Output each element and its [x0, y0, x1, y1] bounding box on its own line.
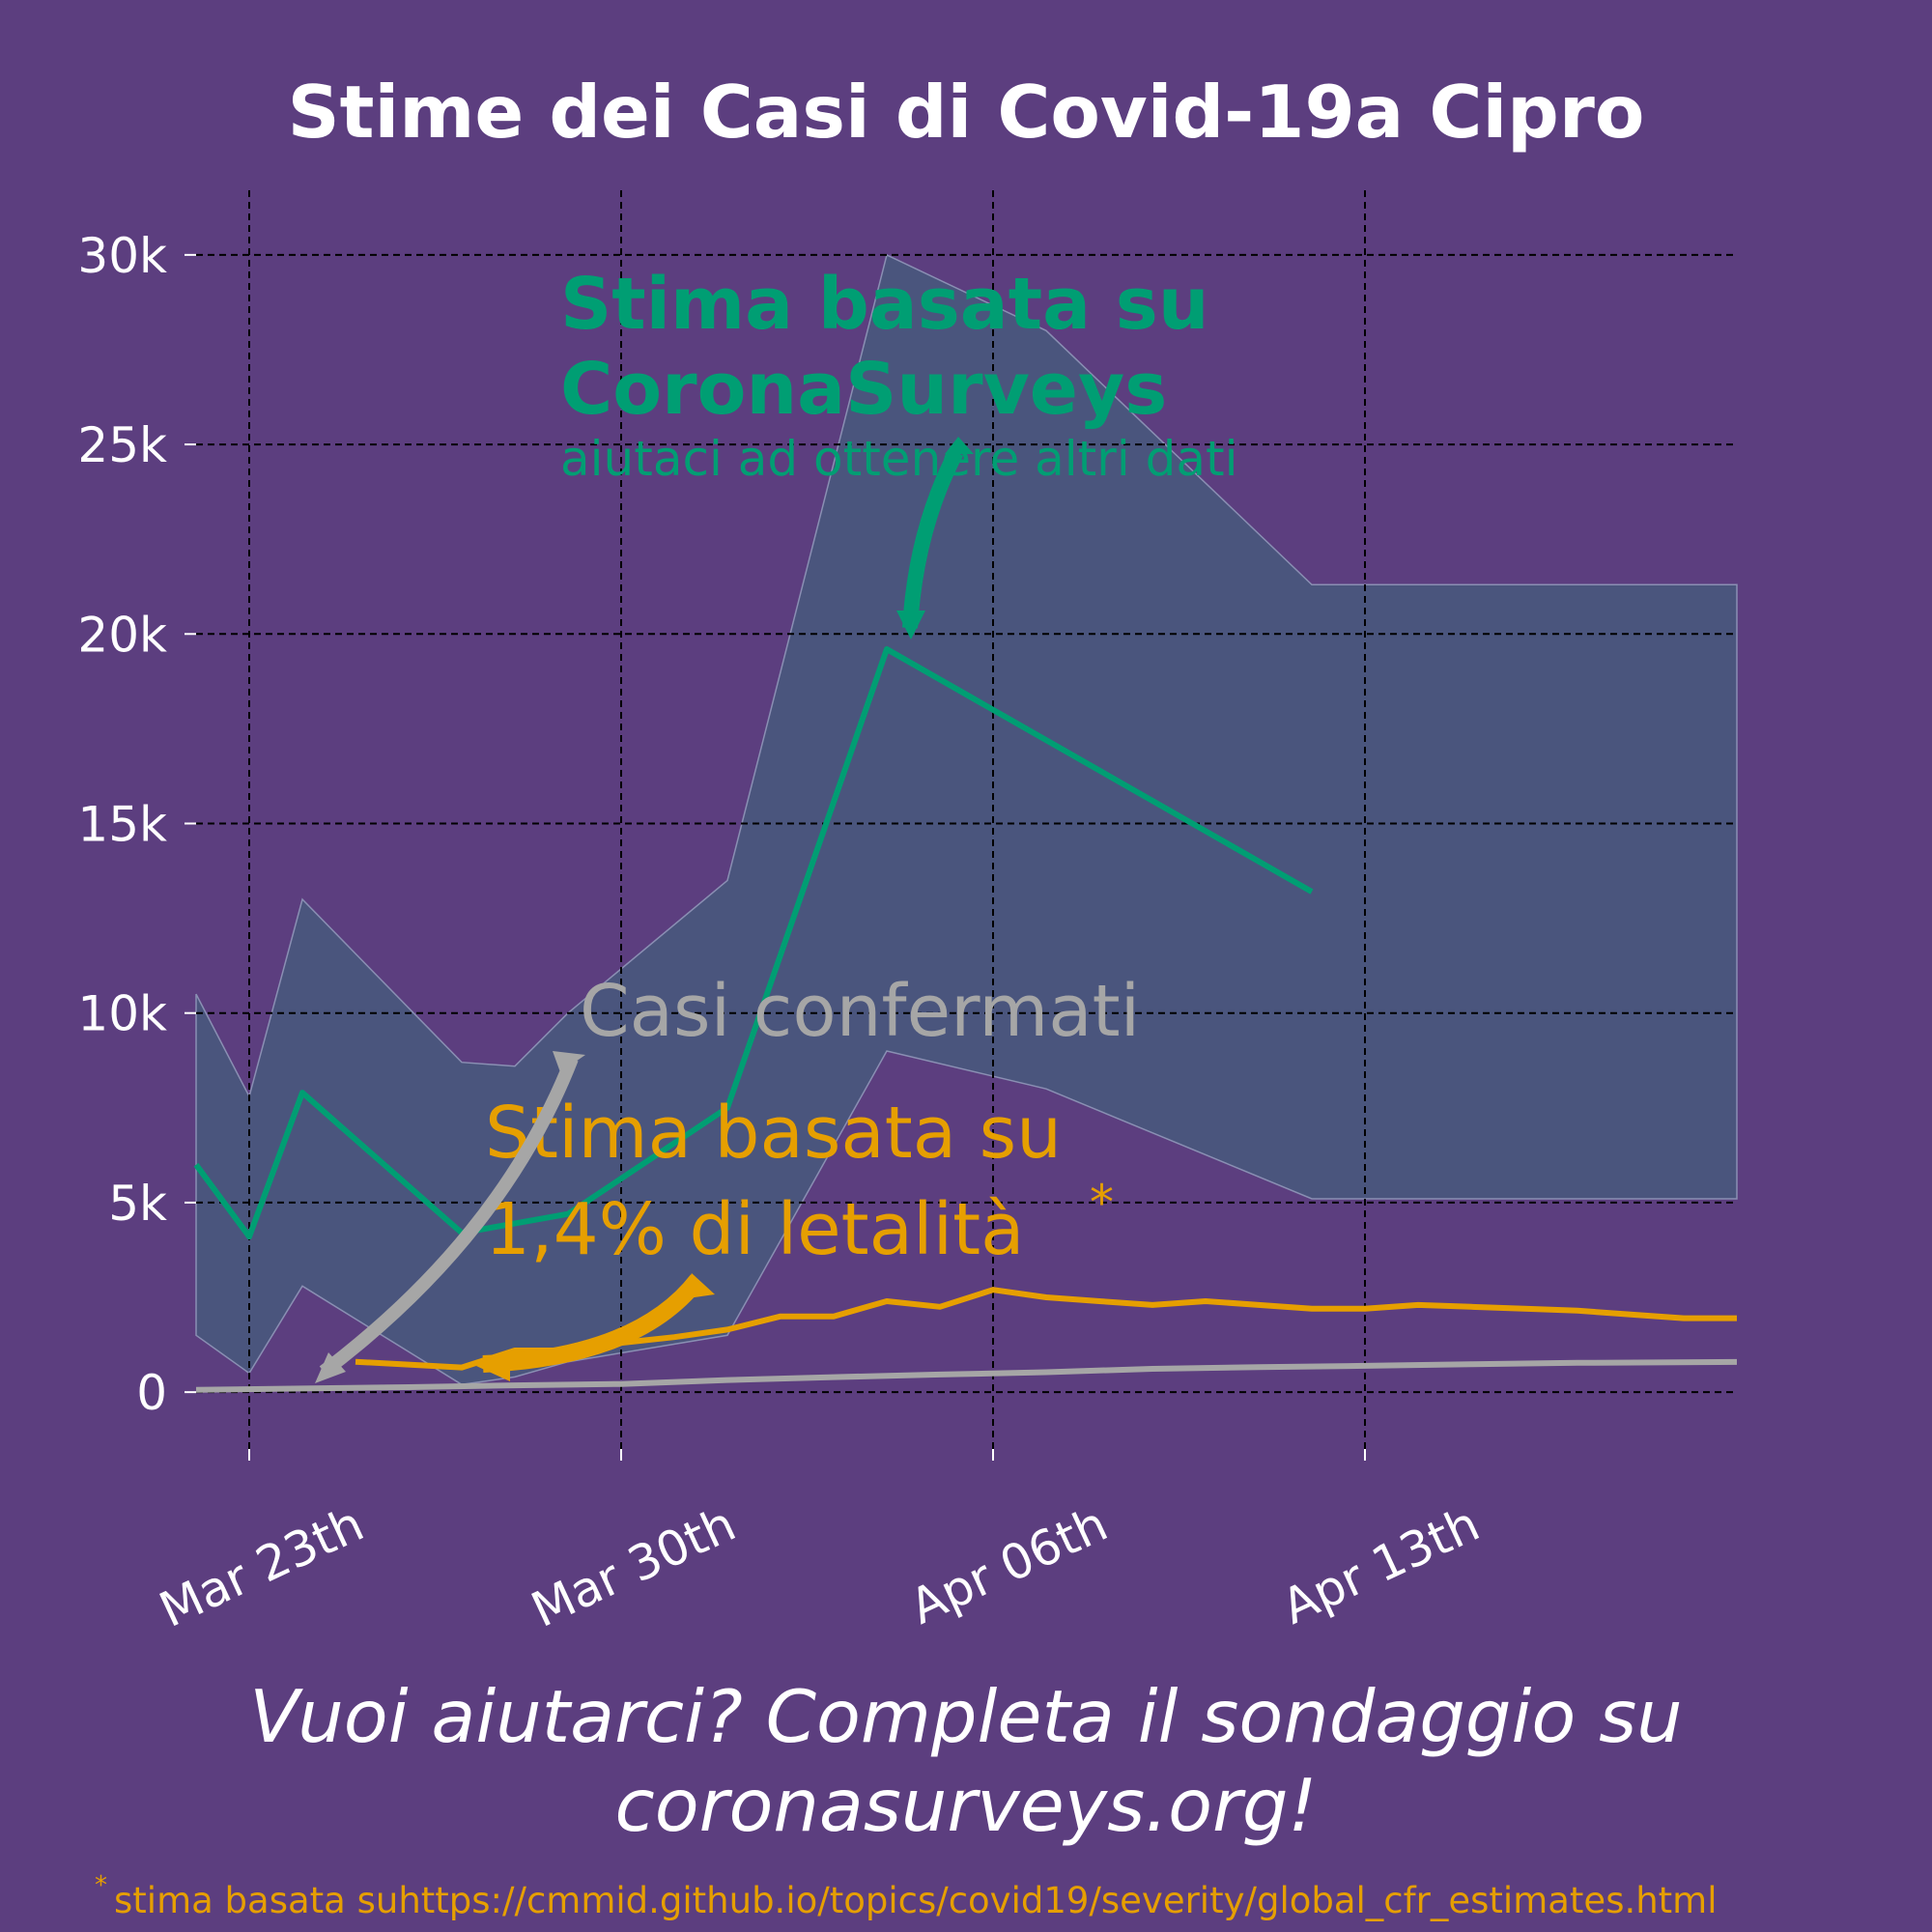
annotation-confirmed: Casi confermati	[580, 970, 1140, 1053]
y-tick-label: 30k	[77, 228, 167, 284]
annotation-survey-line1: Stima basata su	[560, 263, 1209, 346]
x-tick-label: Apr 13th	[1274, 1495, 1488, 1634]
series-confirmed-line	[195, 1358, 1738, 1393]
annotation-cfr-line1: Stima basata su	[485, 1092, 1062, 1175]
confidence-band	[195, 253, 1738, 1386]
y-tick-label: 0	[136, 1365, 167, 1421]
footer-cta-line2: coronasurveys.org!	[614, 1763, 1317, 1848]
annotation-survey-subtitle: aiutaci ad ottenere altri dati	[560, 431, 1238, 487]
arrow-survey	[896, 437, 974, 639]
x-tick-label: Mar 23th	[151, 1495, 372, 1638]
y-tick-label: 20k	[77, 607, 167, 663]
x-tick-label: Apr 06th	[902, 1495, 1116, 1634]
y-axis-ticks: 0 5k 10k 15k 20k 25k 30k	[77, 228, 196, 1421]
footnote-star: *	[95, 1871, 107, 1900]
grid-layer	[196, 190, 1737, 1449]
footnote-link[interactable]: stima basata suhttps://cmmid.github.io/t…	[114, 1880, 1718, 1921]
footer-cta-line1: Vuoi aiutarci? Completa il sondaggio su	[249, 1674, 1682, 1759]
y-tick-label: 15k	[77, 797, 167, 853]
confidence-band-layer	[195, 253, 1738, 1386]
y-tick-label: 25k	[77, 417, 167, 473]
y-tick-label: 10k	[77, 986, 167, 1042]
arrow-confirmed	[315, 1051, 585, 1383]
chart-title: Stime dei Casi di Covid-19a Cipro	[288, 70, 1645, 155]
x-tick-label: Mar 30th	[523, 1495, 744, 1638]
annotation-survey-line2: CoronaSurveys	[560, 348, 1167, 431]
annotation-cfr-star: *	[1090, 1175, 1114, 1231]
arrow-cfr	[476, 1273, 715, 1381]
annotation-cfr-line2: 1,4% di letalità	[485, 1188, 1025, 1271]
x-axis-ticks: Mar 23th Mar 30th Apr 06th Apr 13th	[151, 1449, 1488, 1638]
series-survey-line	[193, 646, 1314, 1240]
y-tick-label: 5k	[108, 1176, 167, 1232]
